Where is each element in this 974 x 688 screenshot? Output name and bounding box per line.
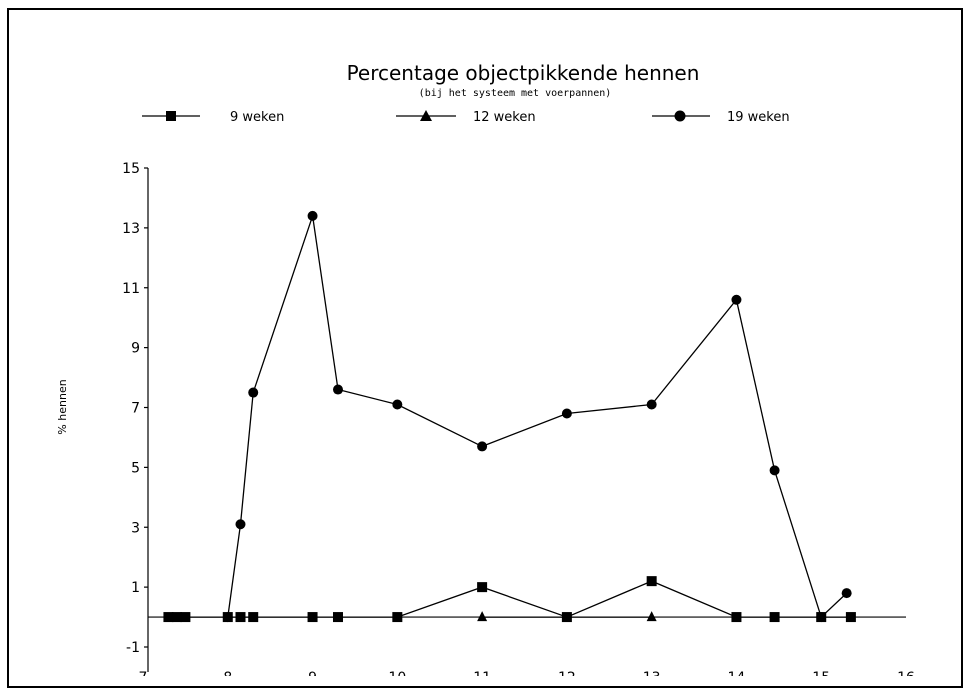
y-tick-label: 5	[131, 460, 140, 476]
y-tick-label: 9	[131, 341, 140, 357]
data-point-circle	[477, 441, 487, 451]
x-tick-label: 15	[812, 670, 830, 676]
legend-item-9-weken: 9 weken	[142, 110, 284, 125]
legend-item-19-weken: 19 weken	[652, 110, 790, 125]
x-tick-label: 8	[223, 670, 232, 676]
legend-label-9-weken: 9 weken	[230, 110, 284, 125]
y-tick-label: 11	[122, 281, 140, 297]
data-point-square	[248, 612, 258, 622]
data-point-square	[235, 612, 245, 622]
x-tick-label: 7	[139, 670, 148, 676]
data-point-square	[392, 612, 402, 622]
legend: 9 weken 12 weken 19 weken	[142, 110, 790, 125]
series-layer	[163, 211, 855, 622]
data-point-circle	[816, 612, 826, 622]
data-point-triangle	[477, 611, 487, 621]
x-tick-label: 10	[388, 670, 406, 676]
legend-square-marker	[166, 111, 176, 121]
legend-label-19-weken: 19 weken	[727, 110, 790, 125]
y-tick-label: 1	[131, 580, 140, 596]
x-tick-label: 14	[728, 670, 746, 676]
series-line-9-weken	[168, 581, 851, 617]
x-tick-label: 12	[558, 670, 576, 676]
data-point-circle	[647, 400, 657, 410]
chart-title: Percentage objectpikkende hennen	[347, 61, 700, 85]
data-point-circle	[223, 612, 233, 622]
x-tick-label: 11	[473, 670, 491, 676]
x-tick-label: 13	[643, 670, 661, 676]
data-point-circle	[731, 295, 741, 305]
chart-subtitle: (bij het systeem met voerpannen)	[419, 88, 612, 99]
data-point-square	[333, 612, 343, 622]
data-point-circle	[308, 211, 318, 221]
y-tick-label: 3	[131, 520, 140, 536]
data-point-circle	[248, 388, 258, 398]
legend-circle-marker	[675, 111, 686, 122]
y-axis-label: % hennen	[56, 379, 69, 434]
data-point-square	[308, 612, 318, 622]
legend-item-12-weken: 12 weken	[396, 110, 536, 125]
y-tick-label: 13	[122, 221, 140, 237]
y-tick-label: 15	[122, 161, 140, 177]
x-tick-label: 16	[897, 670, 915, 676]
data-point-circle	[235, 519, 245, 529]
data-point-circle	[333, 385, 343, 395]
data-point-square	[770, 612, 780, 622]
x-tick-label: 9	[308, 670, 317, 676]
data-point-square	[647, 576, 657, 586]
data-point-square	[477, 582, 487, 592]
data-point-circle	[842, 588, 852, 598]
data-point-square	[180, 612, 190, 622]
axes: 15 13 11 9 7 5 3 1 -1 7 8 9 10 11 12 13 14 15 16	[122, 161, 915, 676]
legend-label-12-weken: 12 weken	[473, 110, 536, 125]
y-tick-label: 7	[131, 401, 140, 417]
y-tick-label: -1	[126, 640, 140, 656]
data-point-triangle	[647, 611, 657, 621]
series-line-19-weken	[228, 216, 847, 617]
data-point-square	[731, 612, 741, 622]
data-point-circle	[392, 400, 402, 410]
data-point-circle	[770, 465, 780, 475]
data-point-square	[846, 612, 856, 622]
data-point-circle	[562, 408, 572, 418]
